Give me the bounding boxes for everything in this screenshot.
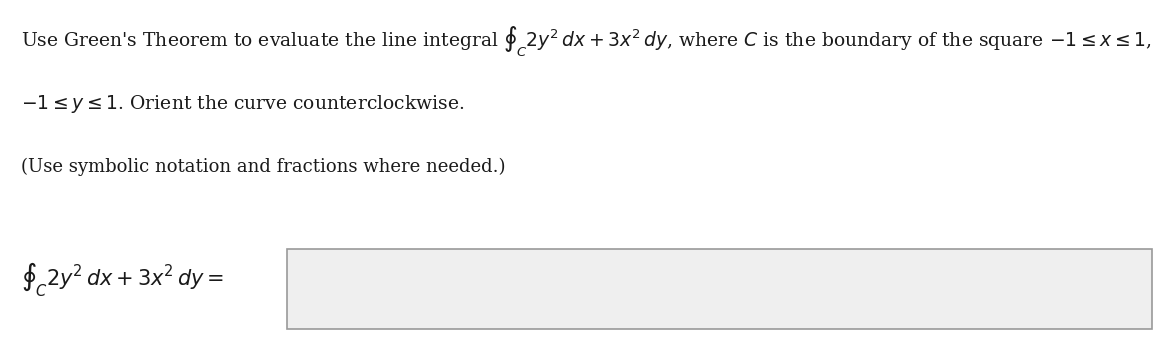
Text: Use Green's Theorem to evaluate the line integral $\oint_C 2y^2\,dx + 3x^2\,dy$,: Use Green's Theorem to evaluate the line… — [21, 25, 1152, 59]
Text: $\oint_C 2y^2\,dx + 3x^2\,dy =$: $\oint_C 2y^2\,dx + 3x^2\,dy =$ — [21, 260, 225, 299]
FancyBboxPatch shape — [287, 249, 1152, 329]
Text: $-1 \leq y \leq 1$. Orient the curve counterclockwise.: $-1 \leq y \leq 1$. Orient the curve cou… — [21, 93, 464, 115]
Text: (Use symbolic notation and fractions where needed.): (Use symbolic notation and fractions whe… — [21, 158, 505, 176]
